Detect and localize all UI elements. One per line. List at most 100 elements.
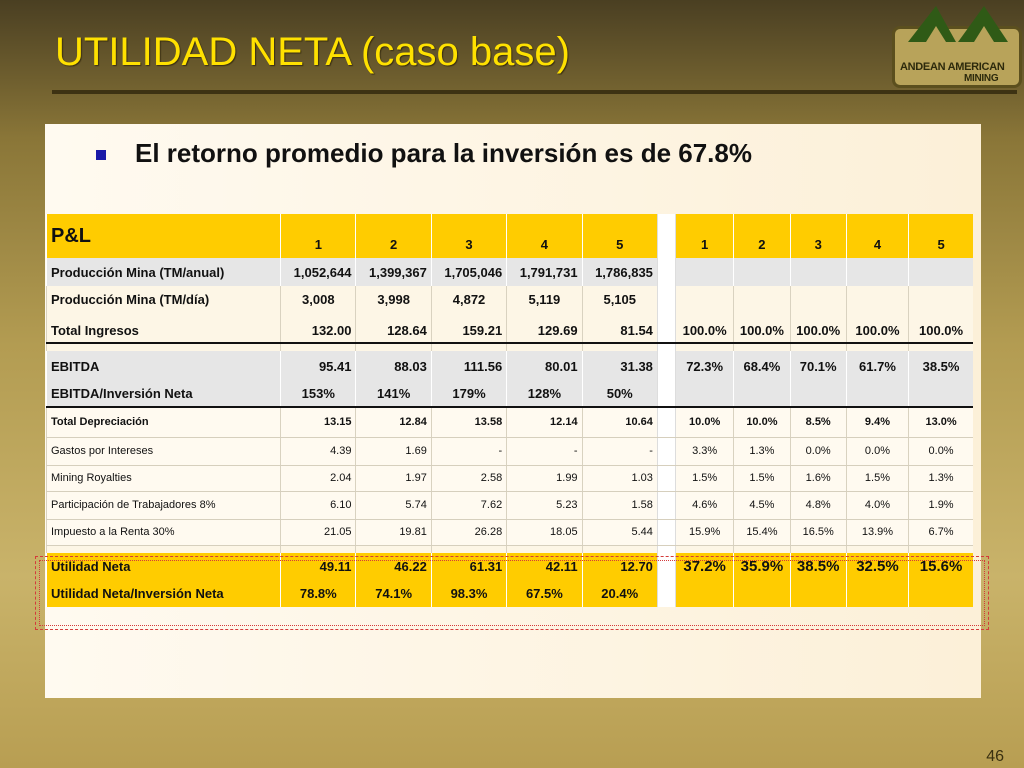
spacer-cell <box>45 343 281 351</box>
row-label: Producción Mina (TM/anual) <box>45 258 281 286</box>
row-value: 7.62 <box>430 491 507 520</box>
spacer-cell <box>506 312 583 319</box>
column-gap <box>656 214 677 258</box>
row-value: 12.84 <box>355 407 432 438</box>
spacer-cell <box>355 343 432 351</box>
row-value: 129.69 <box>506 319 583 344</box>
row-label: Producción Mina (TM/día) <box>45 286 281 312</box>
row-value: 50% <box>581 381 658 408</box>
spacer-cell <box>845 545 909 553</box>
header-year-pct: 1 <box>674 214 734 258</box>
row-pct: 1.6% <box>789 465 847 492</box>
empty-pct-cell <box>789 580 847 607</box>
spacer-cell <box>45 312 281 319</box>
empty-pct-cell <box>733 286 791 312</box>
header-year: 3 <box>430 214 507 258</box>
row-value: 141% <box>355 381 432 408</box>
spacer-cell <box>280 343 356 351</box>
row-pct: 1.5% <box>845 465 909 492</box>
column-gap <box>656 491 677 520</box>
row-pct: 4.6% <box>674 491 734 520</box>
row-label: Impuesto a la Renta 30% <box>45 519 281 546</box>
row-value: 18.05 <box>506 519 583 546</box>
row-pct: 32.5% <box>845 552 909 581</box>
title-underline <box>52 90 1017 94</box>
row-pct: 4.8% <box>789 491 847 520</box>
row-value: 5.23 <box>506 491 583 520</box>
bullet-icon <box>96 150 106 160</box>
row-value: 61.31 <box>430 552 507 581</box>
row-pct: 4.5% <box>733 491 791 520</box>
empty-pct-cell <box>789 381 847 408</box>
row-value: 12.14 <box>506 407 583 438</box>
row-value: 179% <box>430 381 507 408</box>
table-row-prod-dia: Producción Mina (TM/día) 3,008 3,998 4,872 5… <box>45 286 973 312</box>
column-gap <box>656 319 677 344</box>
company-logo: ANDEAN AMERICAN MINING <box>888 4 1022 88</box>
column-gap <box>656 437 677 466</box>
empty-pct-cell <box>845 286 909 312</box>
row-pct: 37.2% <box>674 552 734 581</box>
row-pct: 1.5% <box>674 465 734 492</box>
row-value: 5.44 <box>581 519 658 546</box>
row-pct: 100.0% <box>908 319 973 344</box>
row-pct: 4.0% <box>845 491 909 520</box>
row-value: 13.15 <box>280 407 356 438</box>
spacer-cell <box>581 343 658 351</box>
row-pct: 16.5% <box>789 519 847 546</box>
column-gap <box>656 552 677 581</box>
row-value: 13.58 <box>430 407 507 438</box>
row-label: Gastos por Intereses <box>45 437 281 466</box>
spacer-cell <box>656 343 677 351</box>
spacer-row <box>45 312 973 319</box>
table-header-row: P&L 1 2 3 4 5 1 2 3 4 5 <box>45 214 973 258</box>
empty-pct-cell <box>789 258 847 286</box>
row-value: 95.41 <box>280 351 356 381</box>
spacer-cell <box>430 343 507 351</box>
row-value: - <box>506 437 583 466</box>
table-row-impuesto: Impuesto a la Renta 30% 21.05 19.81 26.28 18… <box>45 519 973 546</box>
row-pct: 0.0% <box>789 437 847 466</box>
spacer-row <box>45 545 973 553</box>
row-value: 1,705,046 <box>430 258 507 286</box>
spacer-cell <box>789 545 847 553</box>
column-gap <box>656 407 677 438</box>
spacer-cell <box>908 545 973 553</box>
empty-pct-cell <box>908 580 973 607</box>
table-row-ingresos: Total Ingresos 132.00 128.64 159.21 129.69 81… <box>45 319 973 344</box>
empty-pct-cell <box>733 580 791 607</box>
spacer-cell <box>674 545 734 553</box>
row-label: EBITDA <box>45 351 281 381</box>
row-value: 80.01 <box>506 351 583 381</box>
page-number: 46 <box>986 748 1004 765</box>
row-value: 31.38 <box>581 351 658 381</box>
row-value: 6.10 <box>280 491 356 520</box>
spacer-cell <box>656 545 677 553</box>
row-value: 4,872 <box>430 286 507 312</box>
row-pct: 15.9% <box>674 519 734 546</box>
table-row-prod-anual: Producción Mina (TM/anual) 1,052,644 1,399… <box>45 258 973 286</box>
row-value: 111.56 <box>430 351 507 381</box>
column-gap <box>656 258 677 286</box>
row-value: 19.81 <box>355 519 432 546</box>
row-pct: 13.0% <box>908 407 973 438</box>
row-value: 1,791,731 <box>506 258 583 286</box>
logo-text-line1: ANDEAN AMERICAN <box>900 61 1005 73</box>
row-value: 88.03 <box>355 351 432 381</box>
spacer-cell <box>908 312 973 319</box>
row-value: 20.4% <box>581 580 658 607</box>
table-row-trabajadores: Participación de Trabajadores 8% 6.10 5.74… <box>45 491 973 520</box>
row-pct: 1.3% <box>908 465 973 492</box>
row-value: 3,998 <box>355 286 432 312</box>
spacer-row <box>45 343 973 351</box>
empty-pct-cell <box>733 258 791 286</box>
row-value: 26.28 <box>430 519 507 546</box>
header-label: P&L <box>45 214 281 258</box>
row-value: 159.21 <box>430 319 507 344</box>
row-pct: 6.7% <box>908 519 973 546</box>
headline-text: El retorno promedio para la inversión es… <box>135 138 752 168</box>
empty-pct-cell <box>908 286 973 312</box>
row-value: - <box>430 437 507 466</box>
header-year: 4 <box>506 214 583 258</box>
row-pct: 0.0% <box>845 437 909 466</box>
